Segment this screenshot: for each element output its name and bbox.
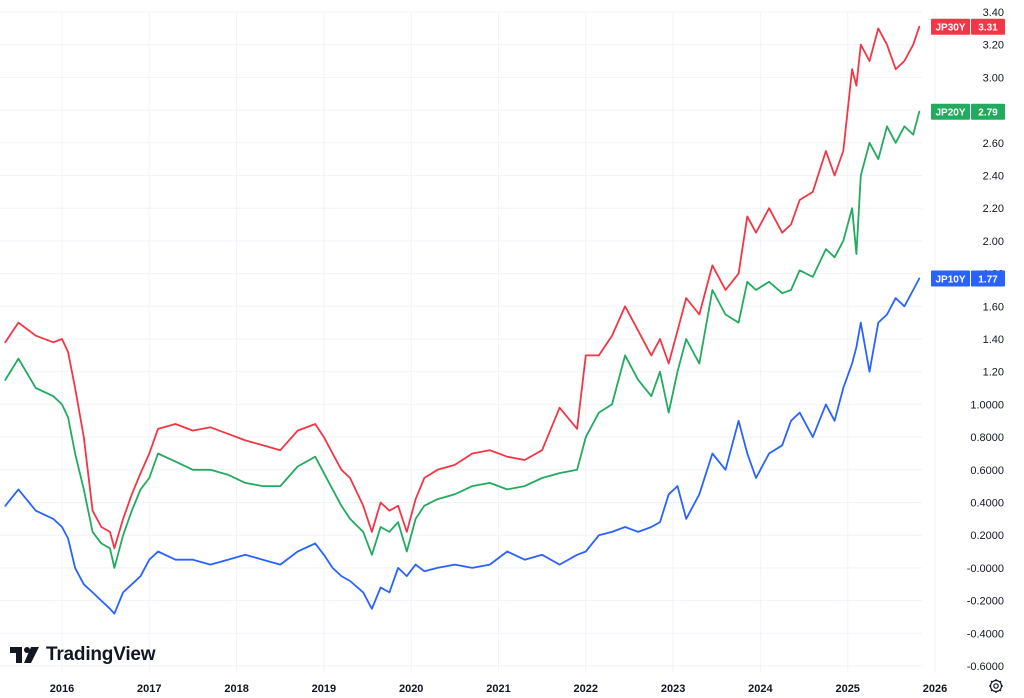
y-tick-label: 3.40	[983, 7, 1004, 19]
x-tick-label: 2016	[50, 683, 74, 695]
y-tick-label: 0.8000	[970, 432, 1004, 444]
y-tick-label: 1.40	[983, 334, 1004, 346]
price-tag-jp10y: JP10Y 1.77	[931, 270, 1005, 287]
price-tag-name: JP30Y	[935, 23, 965, 34]
y-tick-label: 0.6000	[970, 465, 1004, 477]
price-tag-value: 3.31	[978, 23, 998, 34]
x-tick-label: 2024	[748, 683, 773, 695]
price-tag-jp20y: JP20Y 2.79	[931, 103, 1005, 120]
settings-gear-icon[interactable]	[988, 678, 1004, 694]
price-tag-value: 1.77	[978, 275, 998, 286]
y-tick-label: 3.00	[983, 72, 1004, 84]
y-tick-label: -0.6000	[967, 661, 1004, 673]
series-layer	[4, 25, 921, 615]
x-axis[interactable]: 2016 2017 2018 2019 2020 2021 2022 2023 2024 2025…	[50, 683, 947, 695]
x-tick-label: 2019	[312, 683, 336, 695]
y-tick-label: 0.4000	[970, 498, 1004, 510]
y-tick-label: 2.20	[983, 203, 1004, 215]
x-tick-label: 2018	[224, 683, 248, 695]
x-tick-label: 2017	[137, 683, 161, 695]
y-tick-label: 1.0000	[970, 399, 1004, 411]
tradingview-logo-icon	[10, 647, 39, 663]
tradingview-logo[interactable]: TradingView	[10, 644, 156, 666]
y-tick-label: 2.00	[983, 236, 1004, 248]
y-tick-label: 1.60	[983, 301, 1004, 313]
price-tag-name: JP10Y	[935, 275, 965, 286]
y-tick-label: 1.20	[983, 367, 1004, 379]
y-tick-label: 2.40	[983, 171, 1004, 183]
y-tick-label: 3.20	[983, 40, 1004, 52]
x-tick-label: 2026	[923, 683, 947, 695]
series-line-jp20y[interactable]	[4, 110, 921, 569]
y-tick-label: 0.2000	[970, 530, 1004, 542]
y-tick-label: 2.60	[983, 138, 1004, 150]
y-tick-label: -0.0000	[967, 563, 1004, 575]
grid	[0, 11, 936, 672]
x-tick-label: 2021	[486, 683, 510, 695]
price-tags: JP30Y 3.31 JP20Y 2.79 JP10Y 1.77	[931, 18, 1005, 287]
y-tick-label: -0.2000	[967, 596, 1004, 608]
tradingview-logo-text: TradingView	[46, 644, 156, 665]
price-tag-name: JP20Y	[935, 108, 965, 119]
x-tick-label: 2022	[574, 683, 598, 695]
y-tick-label: -0.4000	[967, 628, 1004, 640]
x-tick-label: 2020	[399, 683, 423, 695]
series-line-jp10y[interactable]	[4, 277, 921, 615]
x-tick-label: 2023	[661, 683, 685, 695]
price-tag-value: 2.79	[978, 108, 998, 119]
x-tick-label: 2025	[835, 683, 859, 695]
series-line-jp30y[interactable]	[4, 25, 921, 550]
price-tag-jp30y: JP30Y 3.31	[931, 18, 1005, 35]
